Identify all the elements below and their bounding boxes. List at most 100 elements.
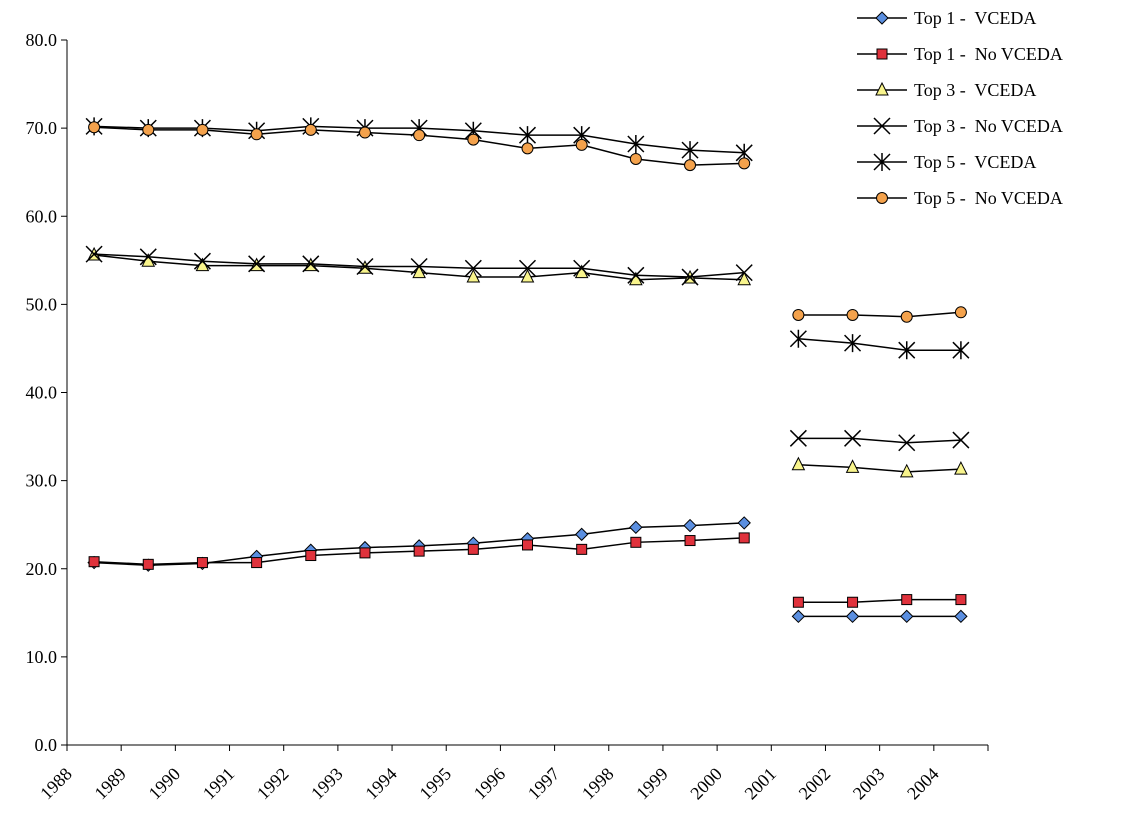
square-marker — [196, 557, 208, 569]
data-point — [789, 429, 807, 447]
x-marker — [248, 255, 266, 273]
x-tick-label: 1996 — [470, 764, 510, 804]
x-marker — [898, 434, 916, 452]
circle-marker — [738, 157, 751, 170]
data-point — [142, 123, 155, 136]
y-tick-label: 70.0 — [26, 118, 58, 138]
data-point — [844, 429, 862, 447]
data-point — [576, 543, 588, 555]
legend-marker — [873, 153, 891, 171]
legend-marker — [875, 11, 889, 25]
data-point — [518, 126, 537, 145]
data-point — [684, 159, 697, 172]
data-point — [467, 133, 480, 146]
data-point — [522, 539, 533, 551]
data-point — [466, 268, 481, 283]
x-marker — [193, 252, 211, 270]
x-marker — [735, 264, 753, 282]
circle-marker — [575, 138, 588, 151]
series-line — [798, 337, 961, 351]
data-point — [193, 252, 211, 270]
series-1 — [87, 516, 968, 624]
data-point — [629, 152, 642, 165]
data-point — [684, 535, 696, 547]
data-point — [464, 259, 482, 277]
data-point — [139, 248, 157, 266]
data-point — [681, 268, 699, 286]
legend: Top 1 - VCEDA Top 1 - No VCEDA Top 3 - VCE… — [857, 8, 1063, 208]
star-marker — [518, 126, 537, 145]
square-marker — [88, 556, 100, 568]
circle-marker — [358, 126, 371, 139]
square-marker — [738, 532, 750, 544]
circle-marker — [250, 128, 263, 141]
star-marker — [844, 334, 862, 353]
data-point — [845, 459, 860, 473]
data-point — [88, 121, 101, 134]
data-point — [196, 557, 208, 569]
legend-label: Top 5 - No VCEDA — [914, 188, 1063, 208]
data-point — [467, 543, 479, 555]
data-point — [412, 264, 426, 279]
data-point — [738, 532, 750, 544]
data-point — [900, 310, 913, 323]
data-point — [954, 609, 968, 624]
x-tick-label: 2000 — [686, 764, 726, 804]
triangle-marker — [899, 463, 914, 478]
circle-marker — [876, 192, 888, 204]
x-tick-label: 1998 — [578, 764, 618, 804]
square-marker — [142, 558, 154, 570]
series-6 — [88, 121, 967, 323]
data-point — [737, 516, 751, 530]
data-point — [952, 431, 970, 449]
square-marker — [847, 596, 859, 608]
legend-item: Top 3 - VCEDA — [857, 80, 1036, 100]
data-point — [251, 557, 263, 569]
x-tick-label: 1994 — [361, 764, 401, 804]
x-tick-label: 2002 — [795, 764, 835, 804]
triangle-marker — [845, 459, 860, 473]
data-point — [574, 527, 589, 542]
x-tick-label: 2004 — [903, 764, 943, 804]
legend-label: Top 1 - VCEDA — [914, 8, 1036, 28]
circle-marker — [684, 159, 697, 172]
data-point — [196, 123, 209, 136]
data-point — [792, 596, 804, 608]
series-4 — [85, 245, 970, 452]
data-point — [737, 271, 752, 286]
circle-marker — [629, 152, 642, 165]
data-point — [413, 545, 425, 557]
square-marker — [901, 594, 913, 606]
series-line — [798, 464, 961, 473]
data-point — [305, 550, 317, 562]
data-point — [683, 518, 697, 533]
x-marker — [844, 429, 862, 447]
x-tick-label: 1995 — [415, 764, 455, 804]
circle-marker — [900, 310, 913, 323]
legend-item: Top 5 - No VCEDA — [857, 188, 1063, 208]
data-point — [359, 547, 371, 559]
star-marker — [789, 329, 807, 348]
data-point — [629, 520, 643, 535]
square-marker — [359, 547, 371, 559]
legend-item: Top 5 - VCEDA — [857, 152, 1036, 172]
data-point — [735, 264, 753, 282]
data-point — [85, 245, 103, 263]
diamond-marker — [629, 520, 643, 535]
square-marker — [684, 535, 696, 547]
data-point — [898, 434, 916, 452]
x-marker — [627, 266, 645, 284]
data-point — [738, 157, 751, 170]
legend-item: Top 1 - No VCEDA — [857, 44, 1063, 64]
diamond-marker — [737, 516, 751, 530]
triangle-marker — [791, 456, 806, 471]
diamond-marker — [900, 609, 914, 624]
star-marker — [627, 134, 645, 153]
x-tick-label: 1999 — [632, 764, 672, 804]
series-line — [798, 598, 961, 603]
x-tick-label: 1992 — [253, 764, 293, 804]
circle-marker — [413, 129, 426, 142]
circle-marker — [792, 308, 805, 321]
y-tick-label: 30.0 — [26, 471, 58, 491]
